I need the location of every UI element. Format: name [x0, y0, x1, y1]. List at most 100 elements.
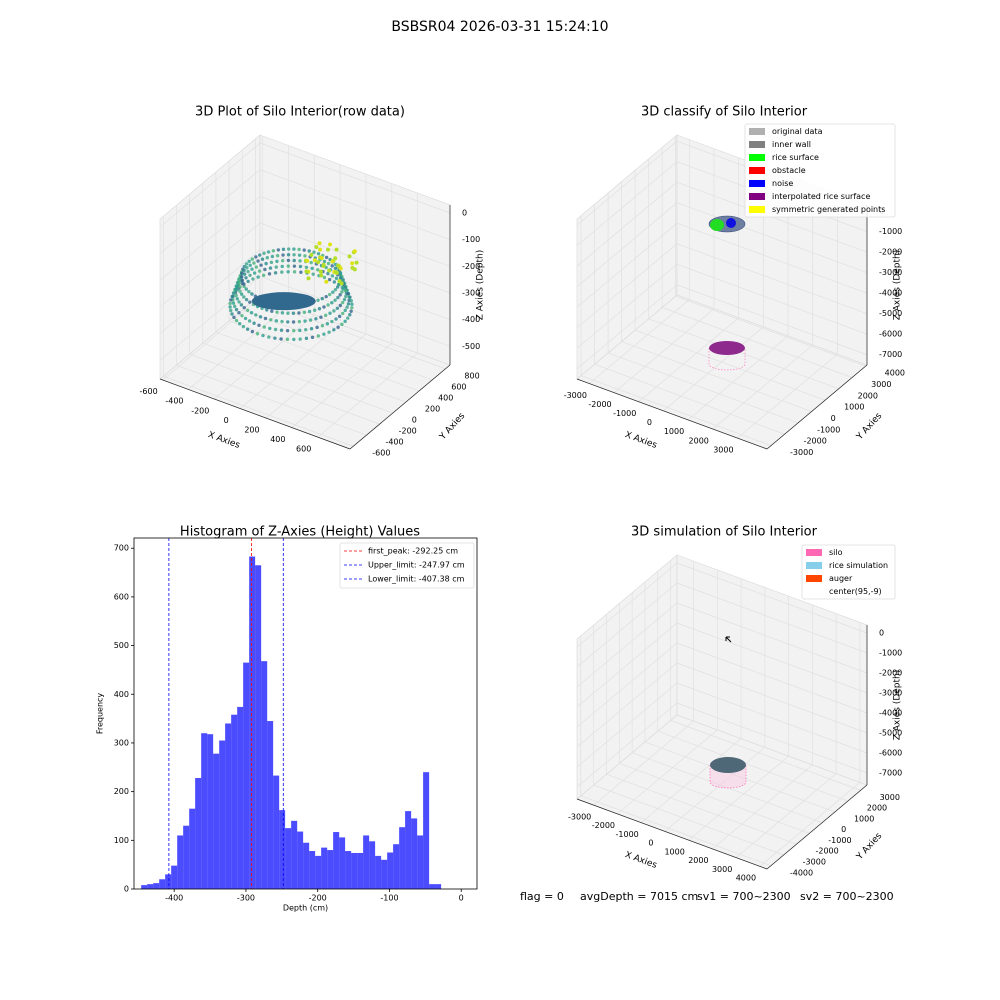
- point-cloud-decor: [322, 259, 327, 264]
- point-cloud-decor: [327, 330, 331, 334]
- figure-title: BSBSR04 2026-03-31 15:24:10: [391, 19, 608, 35]
- grid-line: [259, 169, 451, 240]
- y-tick-label: -3000: [790, 448, 813, 457]
- legend-box: [339, 542, 475, 589]
- point-cloud-decor: [298, 337, 302, 341]
- legend-box: [744, 123, 896, 218]
- grid-line: [576, 702, 678, 788]
- y-tick-label: -200: [399, 427, 417, 436]
- grid-line: [576, 284, 678, 370]
- bar: [417, 835, 424, 889]
- point-cloud-decor: [350, 306, 354, 310]
- point-cloud-decor: [346, 302, 351, 306]
- point-cloud-decor: [307, 249, 311, 253]
- bar: [399, 827, 406, 889]
- grid-line: [676, 622, 868, 694]
- legend-swatch: [806, 562, 822, 569]
- point-cloud-decor: [343, 308, 347, 313]
- point-cloud-decor: [254, 255, 258, 259]
- z-tick-label: 0: [462, 209, 467, 218]
- y-tick-label: 1000: [854, 814, 874, 823]
- grid-line: [657, 730, 848, 802]
- point-cloud-decor: [228, 305, 232, 309]
- grid-line: [159, 169, 261, 254]
- grid-line: [159, 142, 261, 228]
- point-cloud-decor: [243, 316, 248, 321]
- x-tick-label: 2000: [688, 856, 708, 865]
- point-cloud-decor: [334, 317, 338, 321]
- y-axis-line: [766, 364, 868, 450]
- legend-swatch: [749, 206, 765, 213]
- point-cloud-decor: [316, 252, 321, 256]
- grid-line: [662, 307, 853, 378]
- point-cloud-decor: [338, 293, 342, 297]
- x-tick-label: -3000: [568, 812, 591, 821]
- x-axis-line: [576, 378, 768, 450]
- point-cloud-decor: [292, 328, 296, 333]
- point-cloud-decor: [267, 272, 272, 276]
- x-axis-label: Depth (cm): [283, 904, 328, 913]
- bar: [351, 852, 358, 889]
- point-cloud-decor: [269, 260, 274, 265]
- point-cloud-decor: [251, 277, 255, 281]
- point-cloud-decor: [316, 260, 321, 265]
- z-tick-label: -3000: [879, 268, 902, 277]
- grid-line: [576, 140, 678, 226]
- point-cloud-decor: [328, 242, 333, 247]
- point-cloud-decor: [286, 258, 291, 263]
- y-tick-label: 700: [114, 544, 129, 553]
- x-tick-label: -3000: [564, 391, 587, 400]
- point-cloud-decor: [286, 247, 291, 251]
- grid-line: [676, 642, 868, 714]
- point-cloud-decor: [229, 308, 233, 313]
- point-cloud-decor: [292, 337, 296, 342]
- point-cloud-decor: [326, 271, 330, 276]
- point-cloud-decor: [322, 332, 326, 336]
- point-cloud-decor: [324, 294, 328, 299]
- z-tick-label: -7000: [879, 350, 902, 359]
- point-cloud-decor: [251, 292, 316, 311]
- y-tick-label: 2000: [858, 391, 878, 400]
- point-cloud-decor: [338, 266, 343, 271]
- point-cloud-decor: [238, 289, 242, 293]
- bar: [237, 706, 244, 889]
- grid-line: [576, 662, 678, 748]
- legend-swatch: [806, 575, 822, 582]
- bar: [345, 851, 352, 889]
- point-cloud-decor: [297, 311, 301, 315]
- bar: [255, 565, 262, 889]
- bar: [363, 835, 370, 889]
- grid-line: [189, 353, 380, 425]
- point-cloud-decor: [330, 274, 335, 278]
- point-cloud-decor: [333, 298, 337, 302]
- point-cloud-decor: [292, 253, 296, 257]
- grid-line: [576, 562, 678, 648]
- point-cloud-decor: [252, 321, 256, 325]
- grid-line: [676, 682, 868, 754]
- bar: [195, 778, 202, 889]
- point-cloud-decor: [302, 248, 306, 252]
- legend-label: silo: [829, 548, 843, 557]
- legend-label: interpolated rice surface: [772, 192, 870, 201]
- bar: [249, 556, 256, 889]
- bar: [147, 884, 154, 889]
- point-cloud-decor: [332, 309, 336, 313]
- point-cloud-decor: [230, 312, 234, 316]
- grid-line: [576, 161, 678, 246]
- y-tick-label: -1000: [817, 425, 840, 434]
- legend-swatch: [749, 141, 765, 148]
- point-cloud-decor: [341, 311, 345, 316]
- z-tick-label: -200: [462, 262, 480, 271]
- point-cloud-decor: [258, 315, 263, 319]
- point-cloud-decor: [333, 288, 338, 292]
- y-tick-label: 0: [841, 825, 846, 834]
- legend-label: auger: [829, 574, 853, 583]
- point-cloud-decor: [265, 256, 270, 260]
- point-cloud-decor: [269, 318, 273, 322]
- point-cloud-decor: [318, 247, 323, 252]
- point-cloud-decor: [280, 311, 285, 315]
- z-tick-label: -1000: [879, 649, 902, 658]
- y-tick-label: -2000: [815, 847, 838, 856]
- legend-label: Upper_limit: -247.97 cm: [368, 561, 465, 570]
- bar: [261, 661, 268, 889]
